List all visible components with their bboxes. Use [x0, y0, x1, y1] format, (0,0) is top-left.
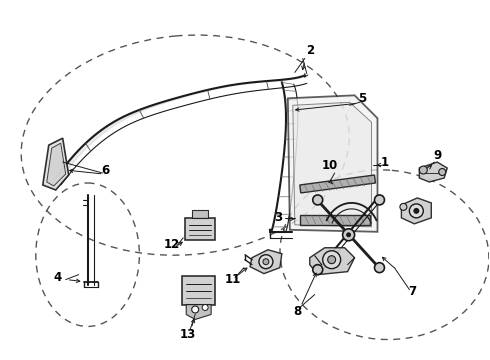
- Circle shape: [259, 255, 273, 269]
- Text: 2: 2: [306, 44, 314, 57]
- Circle shape: [202, 305, 208, 310]
- Text: 7: 7: [408, 285, 416, 298]
- Polygon shape: [300, 215, 369, 225]
- Circle shape: [323, 251, 341, 269]
- Polygon shape: [419, 162, 447, 182]
- Text: 12: 12: [164, 238, 180, 251]
- Text: 8: 8: [294, 305, 302, 318]
- Polygon shape: [293, 102, 371, 227]
- Circle shape: [313, 195, 323, 205]
- Text: 13: 13: [180, 328, 196, 341]
- Circle shape: [346, 232, 351, 237]
- Text: 3: 3: [274, 211, 282, 224]
- Circle shape: [419, 166, 427, 174]
- Circle shape: [439, 168, 446, 176]
- Text: 5: 5: [358, 92, 367, 105]
- Circle shape: [400, 203, 407, 210]
- Circle shape: [192, 306, 198, 313]
- Circle shape: [328, 256, 336, 264]
- Polygon shape: [47, 143, 66, 186]
- Polygon shape: [310, 248, 355, 275]
- Text: 9: 9: [433, 149, 441, 162]
- Circle shape: [414, 208, 419, 214]
- Polygon shape: [186, 305, 211, 319]
- Circle shape: [374, 195, 385, 205]
- Polygon shape: [182, 276, 215, 305]
- Polygon shape: [192, 210, 208, 218]
- Circle shape: [343, 229, 355, 241]
- Text: 10: 10: [321, 158, 338, 172]
- Text: 1: 1: [380, 156, 389, 168]
- Polygon shape: [300, 175, 375, 193]
- Text: 6: 6: [101, 163, 110, 176]
- Circle shape: [263, 259, 269, 265]
- Polygon shape: [288, 95, 377, 232]
- Polygon shape: [43, 138, 69, 190]
- Text: 4: 4: [53, 271, 62, 284]
- Polygon shape: [401, 198, 431, 224]
- Circle shape: [409, 204, 423, 218]
- Polygon shape: [185, 218, 215, 240]
- Polygon shape: [250, 250, 282, 274]
- Circle shape: [313, 265, 323, 275]
- Circle shape: [374, 263, 385, 273]
- Text: 11: 11: [225, 273, 241, 286]
